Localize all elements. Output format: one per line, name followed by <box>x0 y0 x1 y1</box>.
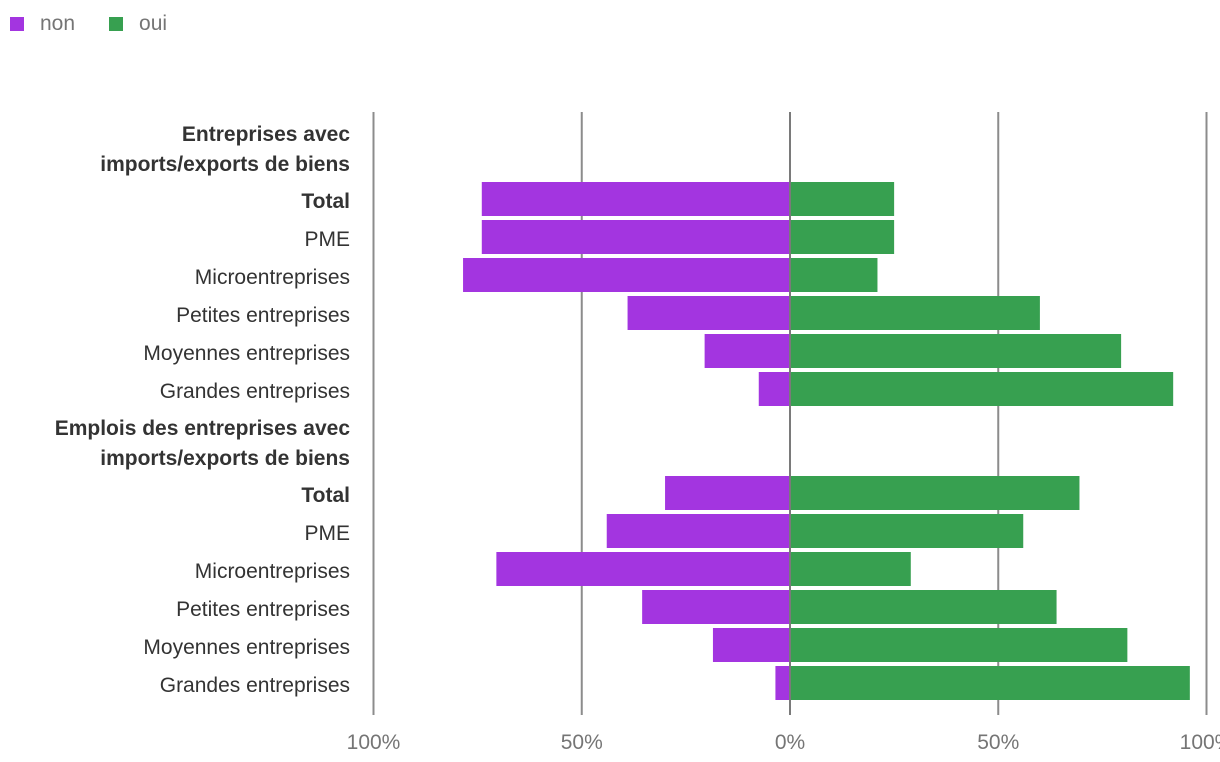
group-header-label: Emplois des entreprises avec <box>55 417 351 440</box>
bar-oui <box>790 220 895 254</box>
bar-non <box>496 552 790 586</box>
bar-oui <box>790 296 1040 330</box>
category-label: Grandes entreprises <box>160 380 350 403</box>
legend-swatch-non <box>10 17 24 31</box>
bar-non <box>606 514 790 548</box>
bar-non <box>481 220 790 254</box>
x-tick-label: 0% <box>775 731 805 754</box>
bar-oui <box>790 514 1024 548</box>
category-label: PME <box>304 522 350 545</box>
x-tick-label: 50% <box>561 731 603 754</box>
bar-non <box>463 258 790 292</box>
category-label: Microentreprises <box>195 266 350 289</box>
bar-non <box>712 628 790 662</box>
category-label: PME <box>304 228 350 251</box>
bar-oui <box>790 476 1080 510</box>
bar-oui <box>790 334 1122 368</box>
legend-label-oui: oui <box>139 12 168 35</box>
legend-item-oui: oui <box>109 12 167 36</box>
category-label: Total <box>301 190 350 213</box>
bar-oui <box>790 666 1190 700</box>
category-label: Petites entreprises <box>176 304 350 327</box>
bar-oui <box>790 628 1128 662</box>
category-label: Total <box>301 484 350 507</box>
bar-non <box>481 182 790 216</box>
bar-non <box>627 296 790 330</box>
legend-item-non: non <box>10 12 75 36</box>
bar-oui <box>790 182 895 216</box>
bar-non <box>704 334 790 368</box>
category-label: Microentreprises <box>195 560 350 583</box>
category-label: Petites entreprises <box>176 598 350 621</box>
x-tick-label: 100% <box>347 731 401 754</box>
group-header-label: Entreprises avec <box>182 123 350 146</box>
category-label: Moyennes entreprises <box>143 342 350 365</box>
group-header-label: imports/exports de biens <box>100 447 350 470</box>
x-tick-label: 50% <box>977 731 1019 754</box>
bar-oui <box>790 552 911 586</box>
group-header-label: imports/exports de biens <box>100 153 350 176</box>
bar-oui <box>790 590 1057 624</box>
category-label: Moyennes entreprises <box>143 636 350 659</box>
x-tick-label: 100% <box>1180 731 1220 754</box>
legend: non oui <box>10 12 167 36</box>
bar-non <box>665 476 790 510</box>
bar-non <box>758 372 790 406</box>
category-label: Grandes entreprises <box>160 674 350 697</box>
bar-oui <box>790 372 1174 406</box>
legend-label-non: non <box>40 12 76 35</box>
bar-non <box>642 590 790 624</box>
bar-oui <box>790 258 878 292</box>
bar-non <box>775 666 790 700</box>
legend-swatch-oui <box>109 17 124 31</box>
